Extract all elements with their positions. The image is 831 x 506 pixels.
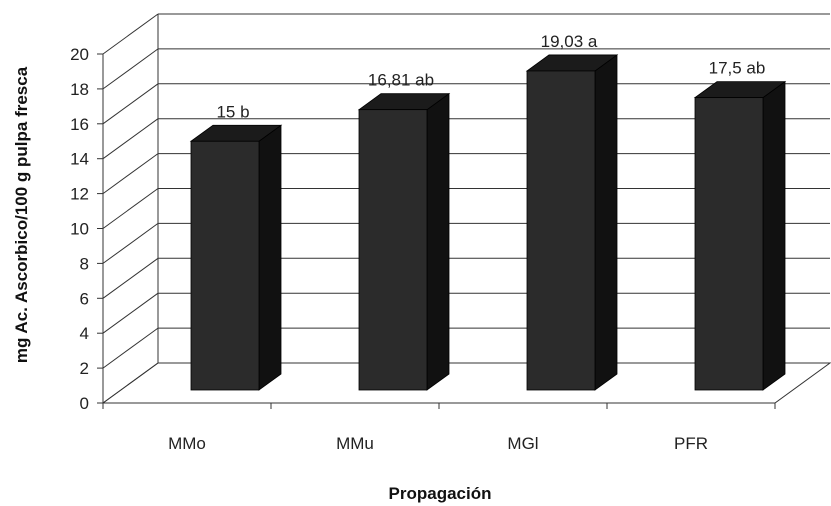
gridline-diagonal — [102, 188, 159, 229]
y-axis-title: mg Ac. Ascorbico/100 g pulpa fresca — [12, 66, 31, 363]
gridline-diagonal — [102, 327, 159, 369]
bars-layer — [189, 54, 787, 391]
bar-front-face — [526, 70, 596, 391]
y-tick-label: 6 — [80, 289, 89, 308]
data-label: 15 b — [216, 102, 249, 121]
bar-front-face — [190, 140, 260, 391]
bar-side-face — [594, 54, 618, 391]
bar-mgl — [525, 54, 619, 391]
data-label: 19,03 a — [541, 32, 598, 51]
y-tick-label: 2 — [80, 359, 89, 378]
x-tick-label: MGl — [507, 434, 538, 453]
y-tick-label: 0 — [80, 394, 89, 413]
y-tick-label: 12 — [70, 185, 89, 204]
x-tick-label: PFR — [674, 434, 708, 453]
gridline-diagonal — [102, 48, 159, 90]
x-tick-label: MMu — [336, 434, 374, 453]
gridline-diagonal — [102, 362, 159, 404]
bar-front-face — [358, 109, 428, 391]
bar-mmo — [189, 124, 283, 391]
bar-front-face — [694, 97, 764, 391]
gridline-diagonal — [102, 153, 159, 195]
bar-side-face — [426, 92, 450, 391]
data-label: 17,5 ab — [709, 59, 766, 78]
bar-side-face — [762, 80, 786, 391]
gridline-diagonal — [102, 222, 159, 264]
gridline-diagonal — [102, 118, 159, 160]
bar-mmu — [357, 92, 451, 391]
y-tick-label: 16 — [70, 115, 89, 134]
gridline-diagonal — [102, 292, 159, 334]
bar-pfr — [693, 80, 787, 391]
bar-side-face — [258, 124, 282, 391]
y-tick-label: 4 — [80, 324, 89, 343]
x-axis-title: Propagación — [389, 484, 492, 503]
y-tick-label: 18 — [70, 80, 89, 99]
y-tick-label: 10 — [70, 220, 89, 239]
y-tick-label: 8 — [80, 254, 89, 273]
gridline-diagonal — [102, 257, 159, 299]
x-tick-label: MMo — [168, 434, 206, 453]
y-tick-label: 14 — [70, 150, 89, 169]
gridline-diagonal — [102, 13, 159, 55]
labels-layer: 15 b MMo 16,81 ab MMu 19,03 a MGl 17,5 ab PFR — [168, 32, 765, 453]
gridline-diagonal — [102, 83, 159, 125]
data-label: 16,81 ab — [368, 71, 434, 90]
y-tick-label: 20 — [70, 45, 89, 64]
grid-layer: 0 2 4 6 8 10 12 14 16 18 20 — [70, 13, 831, 413]
